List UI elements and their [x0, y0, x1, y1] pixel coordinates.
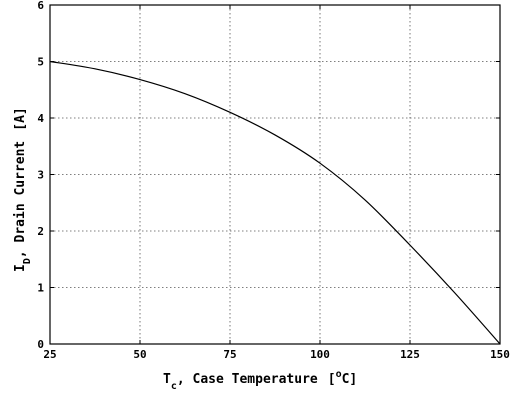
x-tick-label: 25: [43, 348, 56, 361]
y-tick-label: 4: [37, 112, 44, 125]
x-axis-label-unit-rest: C]: [342, 372, 358, 387]
x-tick-label: 125: [400, 348, 420, 361]
y-tick-label: 2: [37, 225, 44, 238]
y-tick-label: 3: [37, 169, 44, 182]
y-axis-label: ID, Drain Current [A]: [13, 107, 33, 272]
y-tick-label: 5: [37, 56, 44, 69]
x-axis-label: Tc, Case Temperature [oC]: [163, 369, 357, 392]
x-tick-label: 75: [223, 348, 236, 361]
x-tick-label: 100: [310, 348, 330, 361]
x-axis-label-rest: , Case Temperature: [177, 372, 318, 387]
x-axis-label-unit-open: [: [328, 372, 336, 387]
y-tick-labels: 0 1 2 3 4 5 6: [37, 0, 44, 351]
drain-current-curve: [49, 60, 501, 345]
y-axis-label-rest: , Drain Current: [13, 141, 28, 258]
x-tick-label: 150: [490, 348, 510, 361]
y-axis-label-main: I: [13, 264, 28, 272]
y-axis-label-unit: [A]: [13, 107, 28, 130]
y-tick-label: 6: [37, 0, 44, 12]
x-tick-labels: 25 50 75 100 125 150: [43, 348, 510, 361]
x-axis-label-unit-sup: o: [336, 369, 342, 380]
x-axis-label-main: T: [163, 372, 171, 387]
x-axis-label-subscript: c: [171, 381, 177, 392]
y-tick-label: 0: [37, 338, 44, 351]
grid-lines: [50, 5, 500, 344]
y-axis-label-subscript: D: [22, 258, 33, 264]
y-tick-label: 1: [37, 282, 44, 295]
plot-frame: [49, 4, 501, 345]
x-tick-label: 50: [133, 348, 146, 361]
